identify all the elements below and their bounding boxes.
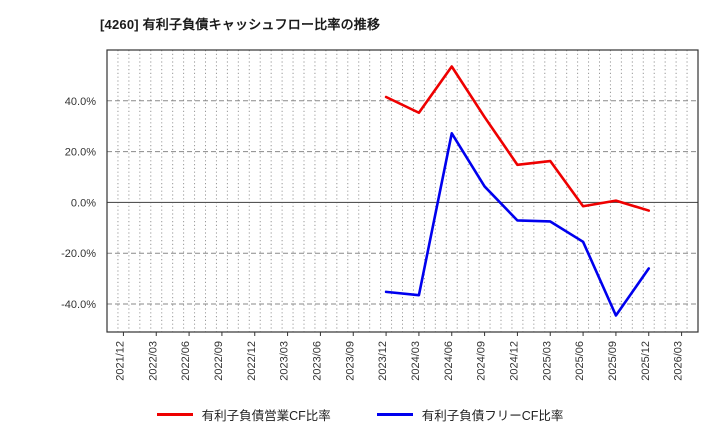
x-tick-label: 2024/03 xyxy=(410,341,422,381)
legend-label-operating-cf: 有利子負債営業CF比率 xyxy=(201,409,331,423)
x-tick-label: 2025/12 xyxy=(640,341,652,381)
x-tick-label: 2025/06 xyxy=(574,341,586,381)
grid-vertical-minor xyxy=(117,50,688,332)
x-tick-label: 2024/06 xyxy=(443,341,455,381)
y-axis-labels: 40.0% 20.0% 0.0% -20.0% -40.0% xyxy=(61,96,96,311)
x-tick-label: 2025/09 xyxy=(607,341,619,381)
plot-border xyxy=(106,49,699,333)
x-tick-label: 2023/09 xyxy=(344,341,356,381)
x-tick-label: 2023/06 xyxy=(311,341,323,381)
page-title: [4260] 有利子負債キャッシュフロー比率の推移 xyxy=(100,17,381,32)
series-line-free-cf xyxy=(384,132,651,317)
x-tick-label: 2022/06 xyxy=(180,341,192,381)
y-tick-label: 40.0% xyxy=(65,96,96,108)
x-tick-label: 2023/03 xyxy=(279,341,291,381)
series-line-operating-cf xyxy=(384,65,651,212)
x-tick-label: 2022/03 xyxy=(147,341,159,381)
legend-label-free-cf: 有利子負債フリーCF比率 xyxy=(421,409,564,423)
x-tick-label: 2024/12 xyxy=(508,341,520,381)
x-tick-label: 2024/09 xyxy=(476,341,488,381)
x-axis-labels: 2021/12 2022/03 2022/06 2022/09 2022/12 2023/… xyxy=(114,332,685,381)
legend-item-free-cf[interactable]: 有利子負債フリーCF比率 xyxy=(376,405,564,424)
y-tick-label: -40.0% xyxy=(61,299,96,311)
x-tick-label: 2026/03 xyxy=(673,341,685,381)
y-tick-label: 20.0% xyxy=(65,147,96,159)
y-tick-label: 0.0% xyxy=(71,197,96,209)
y-tick-label: -20.0% xyxy=(61,248,96,260)
x-tick-label: 2022/09 xyxy=(213,341,225,381)
legend-swatch-blue xyxy=(376,413,413,416)
x-tick-label: 2021/12 xyxy=(114,341,126,381)
grid-horizontal xyxy=(107,100,698,305)
legend-swatch-red xyxy=(156,413,193,416)
x-tick-label: 2023/12 xyxy=(377,341,389,381)
chart-legend: 有利子負債営業CF比率 有利子負債フリーCF比率 xyxy=(0,405,720,424)
legend-item-operating-cf[interactable]: 有利子負債営業CF比率 xyxy=(156,405,331,424)
x-tick-label: 2022/12 xyxy=(246,341,258,381)
x-tick-label: 2025/03 xyxy=(541,341,553,381)
